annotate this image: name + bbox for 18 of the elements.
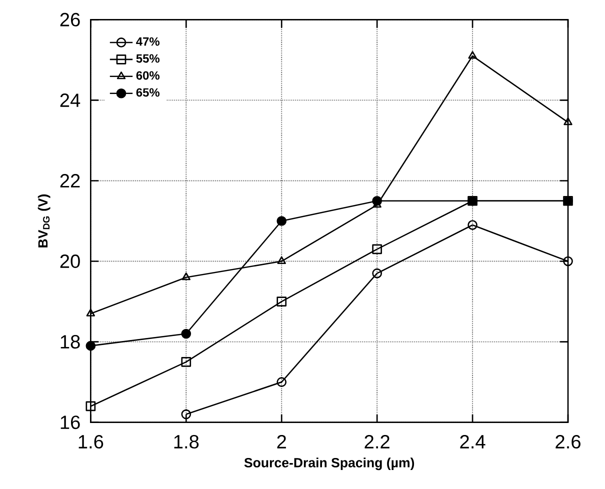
x-tick-label: 2.2: [364, 435, 390, 448]
y-tick-label: 24: [60, 94, 80, 107]
x-tick-label: 2.6: [556, 435, 580, 449]
y-axis-title: BV$_{DG}$ (V): [38, 194, 50, 248]
y-tick-label: 20: [60, 254, 80, 268]
legend-label: 60%: [136, 71, 160, 80]
y-tick-label: 26: [60, 12, 80, 26]
x-tick-label: 2: [277, 435, 286, 448]
x-tick-label: 2.4: [460, 435, 486, 448]
legend-label: 47%: [136, 37, 160, 46]
y-tick-label: 16: [60, 416, 80, 430]
legend-label: 55%: [136, 54, 160, 63]
y-tick-label: 22: [60, 174, 80, 188]
y-tick-label: 18: [60, 335, 80, 349]
x-tick-label: 1.8: [174, 435, 199, 449]
x-axis-title: Source-Drain Spacing (µm): [244, 458, 414, 470]
legend-label: 65%: [136, 88, 160, 97]
x-tick-label: 1.6: [78, 435, 104, 449]
